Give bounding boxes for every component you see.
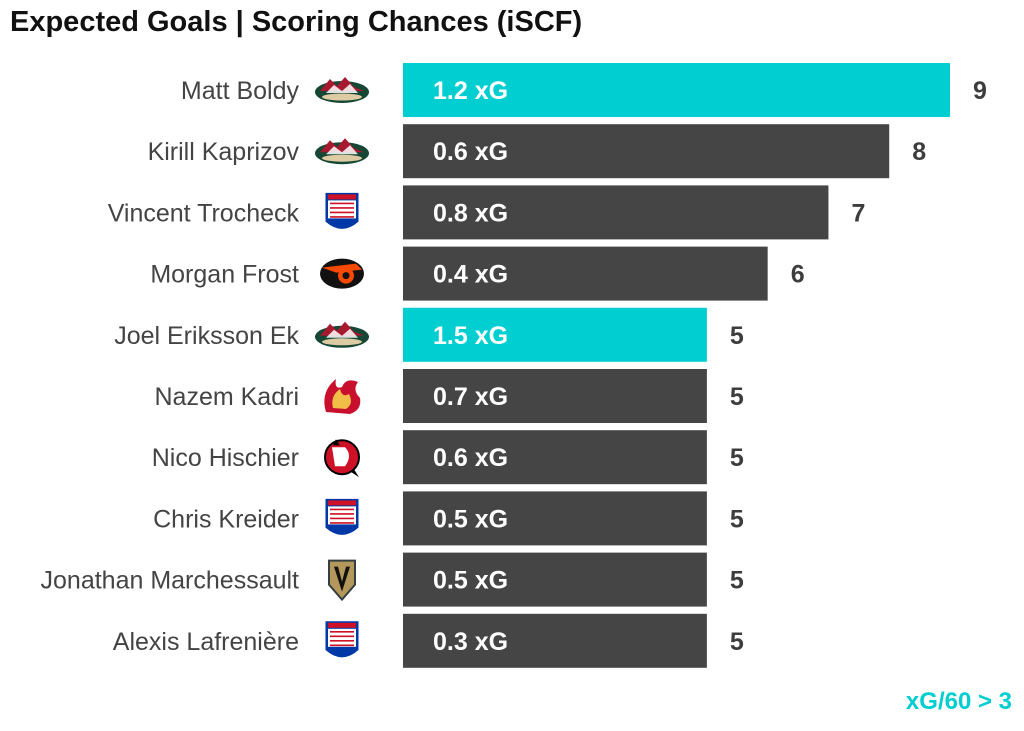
bar-row: Alexis Lafrenière 0.3 xG 5 [113, 613, 744, 668]
category-label: Vincent Trocheck [108, 199, 300, 227]
philadelphia-flyers-logo-icon [320, 258, 364, 289]
bar [403, 491, 707, 546]
bar-value-label: 9 [973, 77, 987, 105]
bar-row: Vincent Trocheck 0.8 xG 7 [108, 185, 865, 240]
bar-value-label: 5 [730, 628, 744, 656]
category-label: Nazem Kadri [155, 383, 300, 411]
category-label: Joel Eriksson Ek [114, 322, 299, 350]
bar-xg-label: 0.5 xG [433, 567, 508, 595]
bar-row: Jonathan Marchessault 0.5 xG 5 [41, 552, 744, 607]
bar-xg-label: 0.3 xG [433, 628, 508, 656]
bar-value-label: 6 [791, 261, 805, 289]
bar-xg-label: 0.8 xG [433, 199, 508, 227]
bar-value-label: 5 [730, 322, 744, 350]
bar [403, 185, 829, 240]
bar [403, 63, 950, 117]
bar-row: Nico Hischier 0.6 xG 5 [152, 430, 744, 485]
category-label: Chris Kreider [153, 505, 299, 533]
chart-title: Expected Goals | Scoring Chances (iSCF) [10, 6, 583, 38]
minnesota-wild-logo-icon [315, 138, 369, 165]
category-label: Matt Boldy [181, 77, 300, 105]
category-label: Nico Hischier [152, 444, 299, 472]
bar-value-label: 7 [851, 199, 865, 227]
bar-xg-label: 0.7 xG [433, 383, 508, 411]
bar-xg-label: 0.6 xG [433, 444, 508, 472]
bar-xg-label: 1.5 xG [433, 322, 508, 350]
minnesota-wild-logo-icon [315, 77, 369, 103]
category-label: Kirill Kaprizov [148, 138, 300, 166]
category-label: Jonathan Marchessault [41, 567, 300, 595]
bar-xg-label: 1.2 xG [433, 77, 508, 105]
bar [403, 369, 707, 423]
bar-row: Matt Boldy 1.2 xG 9 [181, 63, 987, 117]
bar-value-label: 5 [730, 567, 744, 595]
bar-xg-label: 0.5 xG [433, 505, 508, 533]
bar-value-label: 8 [912, 138, 926, 166]
bar [403, 124, 890, 179]
bar-row: Morgan Frost 0.4 xG 6 [150, 246, 805, 301]
bar-row: Kirill Kaprizov 0.6 xG 8 [148, 124, 926, 179]
bar [403, 552, 707, 607]
bar-value-label: 5 [730, 383, 744, 411]
bar-value-label: 5 [730, 444, 744, 472]
bar [403, 613, 707, 668]
vegas-golden-knights-logo-icon [328, 559, 356, 602]
category-label: Alexis Lafrenière [113, 628, 299, 656]
bar [403, 246, 768, 301]
bar-xg-label: 0.6 xG [433, 138, 508, 166]
bar [403, 430, 707, 485]
new-york-rangers-logo-icon [325, 192, 359, 229]
bar [403, 307, 707, 362]
calgary-flames-logo-icon [324, 379, 361, 414]
bar-xg-label: 0.4 xG [433, 261, 508, 289]
minnesota-wild-logo-icon [315, 321, 369, 348]
legend-note: xG/60 > 3 [905, 688, 1012, 715]
bar-value-label: 5 [730, 505, 744, 533]
bar-row: Chris Kreider 0.5 xG 5 [153, 491, 744, 546]
new-jersey-devils-logo-icon [324, 439, 360, 478]
bar-row: Nazem Kadri 0.7 xG 5 [155, 369, 744, 423]
category-label: Morgan Frost [150, 261, 299, 289]
new-york-rangers-logo-icon [325, 498, 359, 535]
new-york-rangers-logo-icon [325, 621, 359, 658]
bar-row: Joel Eriksson Ek 1.5 xG 5 [114, 307, 744, 362]
